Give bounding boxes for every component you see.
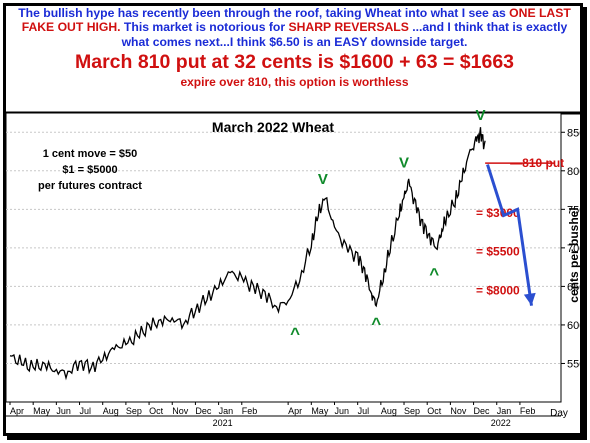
put-cost-headline: March 810 put at 32 cents is $1600 + 63 … bbox=[74, 51, 515, 74]
y-tick-label: 600 bbox=[567, 320, 585, 332]
plot-area bbox=[5, 112, 562, 403]
y-tick-label: 750 bbox=[567, 204, 585, 216]
x-tick-label: Jul bbox=[358, 406, 370, 416]
x-tick-label: Sep bbox=[126, 406, 142, 416]
peak-marker: V bbox=[318, 171, 328, 188]
y-axis-label: cents per bushel bbox=[567, 207, 581, 302]
commentary-paragraph: The bullish hype has recently been throu… bbox=[8, 6, 581, 49]
x-tick-label: May bbox=[33, 406, 51, 416]
x-tick-label: Jun bbox=[56, 406, 71, 416]
annotation-per-contract: per futures contract bbox=[38, 180, 142, 192]
annotation-profit-level: = $5500 bbox=[476, 245, 520, 259]
overlay: —810 put = $3000 = $5500 = $8000 V V V ^ ^ ^ bbox=[290, 107, 564, 343]
x-tick-label: Nov bbox=[172, 406, 189, 416]
x-tick-label: Oct bbox=[149, 406, 164, 416]
x-tick-label: Dec bbox=[474, 406, 491, 416]
put-expiry-note: expire over 810, this option is worthles… bbox=[180, 75, 409, 90]
peak-marker: V bbox=[399, 155, 409, 172]
x-tick-label: May bbox=[311, 406, 329, 416]
peak-marker: V bbox=[476, 107, 486, 124]
trough-marker: ^ bbox=[290, 324, 300, 343]
annotation-cent-move: 1 cent move = $50 bbox=[43, 148, 137, 160]
x-year-label: 2022 bbox=[491, 418, 511, 428]
projection-arrowhead bbox=[523, 292, 536, 306]
y-tick-label: 650 bbox=[567, 281, 585, 293]
x-tick-label: Aug bbox=[381, 406, 397, 416]
annotation-810-put: —810 put bbox=[510, 156, 564, 170]
grid bbox=[6, 131, 561, 364]
x-tick-label: Jan bbox=[497, 406, 512, 416]
x-axis-label: Day bbox=[550, 408, 568, 419]
x-tick-label: Sep bbox=[404, 406, 420, 416]
annotation-profit-level: = $8000 bbox=[476, 283, 520, 297]
y-axis: 550 600 650 700 750 800 850 bbox=[561, 127, 585, 370]
trough-marker: ^ bbox=[371, 314, 381, 333]
trough-marker: ^ bbox=[429, 265, 439, 284]
y-tick-label: 700 bbox=[567, 243, 585, 255]
x-tick-label: Apr bbox=[288, 406, 302, 416]
x-tick-label: Nov bbox=[450, 406, 467, 416]
price-series bbox=[9, 127, 486, 381]
commentary-header: The bullish hype has recently been throu… bbox=[8, 6, 581, 114]
y-tick-label: 850 bbox=[567, 127, 585, 139]
commentary-highlight-reversals: SHARP REVERSALS bbox=[288, 20, 409, 35]
annotation-dollar-move: $1 = $5000 bbox=[62, 164, 117, 176]
x-tick-label: Jul bbox=[80, 406, 92, 416]
x-tick-label: Feb bbox=[520, 406, 536, 416]
projection-arrow bbox=[486, 164, 533, 306]
price-line bbox=[9, 127, 486, 381]
x-tick-label: Oct bbox=[427, 406, 442, 416]
chart-title: March 2022 Wheat bbox=[212, 119, 334, 135]
y-tick-label: 550 bbox=[567, 358, 585, 370]
x-tick-label: Jun bbox=[334, 406, 349, 416]
x-axis: Apr May Jun Jul Aug Sep Oct Nov Dec Jan Feb Apr May J… bbox=[6, 402, 561, 428]
x-tick-label: Feb bbox=[242, 406, 258, 416]
commentary-line1: The bullish hype has recently been throu… bbox=[18, 6, 506, 20]
commentary-highlight-fake-out: ONE LAST FAKE OUT HIGH. bbox=[21, 6, 571, 35]
annotation-profit-level: = $3000 bbox=[476, 206, 520, 220]
x-tick-label: Aug bbox=[103, 406, 119, 416]
commentary-line2: This market is notorious for bbox=[120, 20, 289, 35]
x-tick-label: Dec bbox=[195, 406, 212, 416]
x-tick-label: Jan bbox=[219, 406, 234, 416]
y-tick-label: 800 bbox=[567, 166, 585, 178]
x-year-label: 2021 bbox=[213, 418, 233, 428]
commentary-line3: ...and I think that is exactly what come… bbox=[121, 20, 568, 49]
x-tick-label: Apr bbox=[10, 406, 24, 416]
